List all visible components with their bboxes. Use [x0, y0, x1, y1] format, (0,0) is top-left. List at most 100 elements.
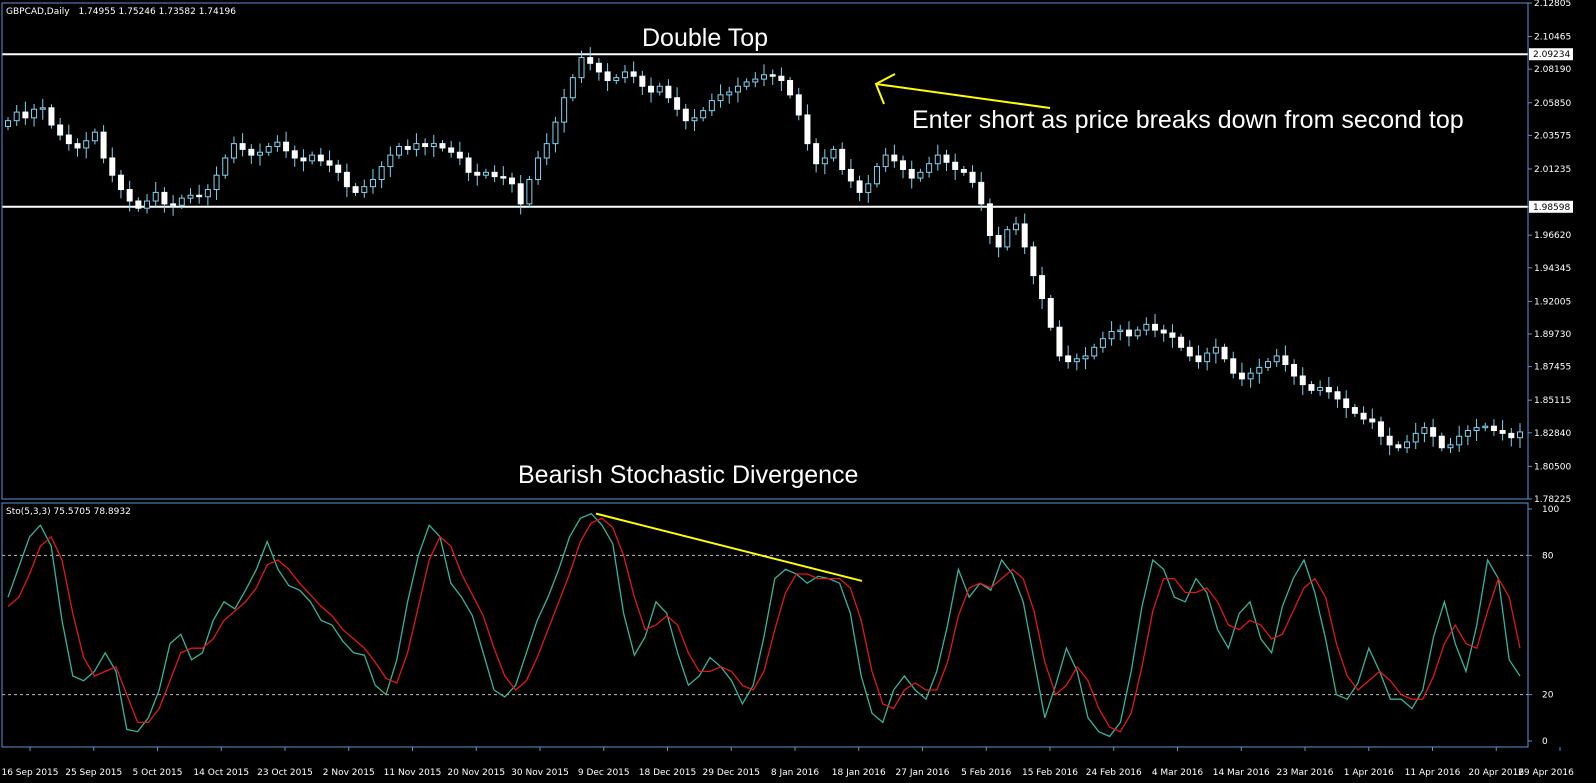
candle-body	[1464, 430, 1471, 437]
candle-body	[648, 85, 655, 93]
candle-body	[1369, 418, 1376, 423]
candle-body	[778, 75, 785, 82]
price-tick-label: 1.96620	[1534, 231, 1571, 241]
candle-body	[526, 178, 533, 205]
candle-body	[1160, 329, 1167, 334]
candle-body	[1490, 425, 1497, 432]
candle-body	[917, 171, 924, 179]
candle-body	[422, 143, 429, 148]
candle-body	[352, 186, 359, 193]
candle-body	[1013, 223, 1019, 231]
candle-body	[1108, 331, 1115, 340]
stoch-main-line	[7, 512, 1521, 738]
bearish-divergence-label: Bearish Stochastic Divergence	[518, 461, 858, 489]
candle-body	[1056, 326, 1063, 357]
candle-body	[1117, 329, 1124, 333]
candle-body	[248, 148, 255, 156]
candle-body	[561, 97, 568, 123]
date-tick-label: 8 Jan 2016	[771, 768, 819, 778]
divergence-line	[595, 512, 863, 582]
candle-body	[1221, 346, 1228, 360]
candle-body	[161, 191, 168, 205]
price-panel	[2, 47, 1528, 456]
candle-body	[1395, 444, 1402, 449]
date-tick-label: 5 Feb 2016	[961, 768, 1012, 778]
candle-body	[369, 178, 376, 188]
candle-body	[135, 200, 142, 209]
candle-body	[1004, 229, 1011, 248]
candle-body	[960, 168, 967, 173]
candle-body	[1421, 427, 1428, 434]
candle-body	[1482, 425, 1489, 429]
price-tick-label: 2.01235	[1534, 165, 1571, 175]
candle-body	[378, 166, 385, 180]
support-line-box	[1529, 200, 1573, 213]
candle-body	[1343, 398, 1350, 409]
candle-body	[986, 203, 993, 236]
candle-body	[491, 171, 498, 178]
candle-body	[257, 151, 263, 156]
candle-body	[1508, 432, 1515, 439]
date-tick-label: 27 Jan 2016	[896, 768, 950, 778]
candle-body	[1317, 386, 1324, 391]
candle-body	[144, 200, 151, 209]
candle-body	[117, 174, 124, 191]
candle-body	[656, 85, 663, 93]
candle-body	[213, 174, 220, 191]
price-tick-label: 1.78225	[1534, 495, 1571, 505]
candle-body	[821, 157, 828, 165]
candle-body	[448, 147, 455, 153]
candle-body	[595, 62, 602, 73]
candle-body	[1377, 421, 1384, 437]
candle-body	[665, 85, 672, 99]
candle-body	[952, 161, 959, 170]
candle-body	[1499, 430, 1506, 434]
candle-body	[1047, 298, 1054, 328]
candle-body	[882, 154, 889, 168]
candle-body	[578, 57, 585, 79]
enter-short-label: Enter short as price breaks down from se…	[912, 106, 1464, 134]
candle-body	[187, 194, 194, 199]
candle-body	[908, 168, 915, 179]
candle-body	[1334, 391, 1341, 400]
candle-body	[343, 171, 350, 188]
candle-body	[439, 143, 446, 149]
candle-body	[1299, 375, 1306, 386]
candle-body	[1456, 435, 1463, 446]
date-tick-label: 11 Apr 2016	[1405, 768, 1461, 778]
candle-body	[413, 143, 420, 150]
candle-body	[830, 148, 837, 159]
candle-body	[543, 143, 550, 159]
candle-body	[65, 134, 72, 145]
candle-body	[509, 177, 515, 185]
price-tick-label: 2.03575	[1534, 131, 1571, 141]
date-tick-label: 20 Nov 2015	[447, 768, 505, 778]
candle-body	[1430, 427, 1437, 437]
candle-body	[152, 191, 159, 202]
candle-body	[13, 111, 20, 122]
candle-body	[734, 85, 741, 93]
candle-body	[700, 110, 707, 119]
candle-body	[283, 141, 290, 152]
resistance-line-value: 2.09234	[1533, 50, 1570, 60]
candle-body	[856, 180, 863, 193]
price-frame	[1, 2, 1529, 500]
candle-body	[1256, 366, 1263, 374]
candle-body	[230, 143, 237, 159]
candle-body	[682, 108, 689, 122]
candle-body	[795, 94, 802, 116]
date-tick-label: 18 Dec 2015	[639, 768, 697, 778]
candle-body	[482, 171, 489, 176]
candle-body	[769, 74, 776, 77]
candle-body	[239, 143, 246, 150]
candle-body	[1291, 364, 1298, 377]
date-tick-label: 23 Mar 2016	[1276, 768, 1333, 778]
candle-body	[22, 111, 29, 119]
candle-body	[621, 71, 628, 79]
candle-body	[83, 140, 90, 149]
candle-body	[1169, 332, 1176, 338]
candle-body	[404, 146, 411, 150]
date-tick-label: 29 Apr 2016	[1518, 768, 1574, 778]
candle-body	[74, 143, 81, 149]
candle-body	[1325, 386, 1332, 393]
